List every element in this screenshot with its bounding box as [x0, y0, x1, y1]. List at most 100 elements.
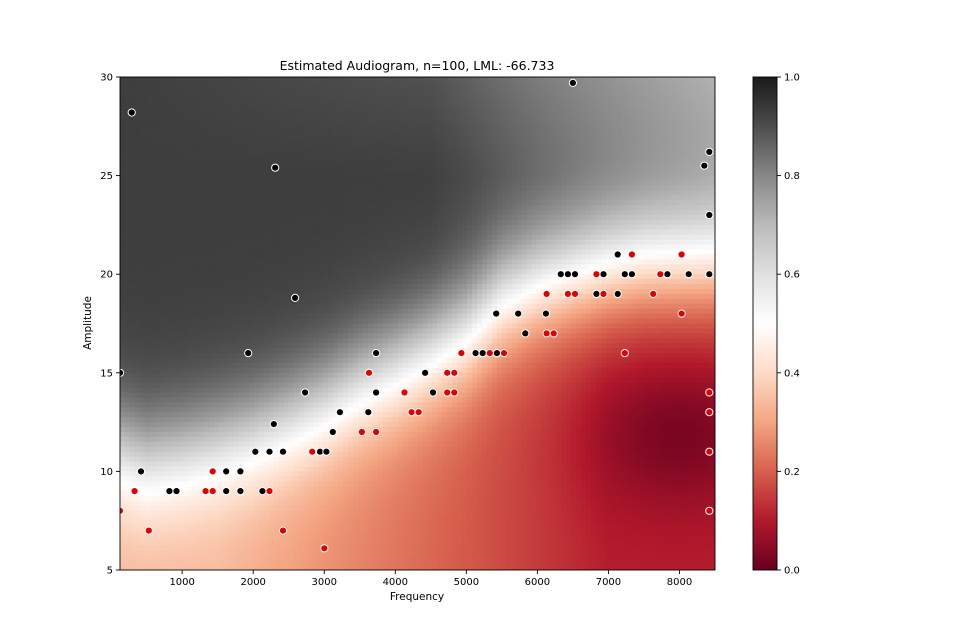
heatmap-cell	[184, 219, 191, 226]
heatmap-cell	[154, 397, 161, 403]
heatmap-cell	[169, 318, 176, 325]
heatmap-cell	[209, 229, 215, 236]
heatmap-cell	[224, 126, 230, 132]
heatmap-cell	[239, 353, 245, 359]
heatmap-cell	[303, 476, 310, 482]
heatmap-cell	[308, 303, 314, 310]
heatmap-cell	[353, 476, 359, 482]
heatmap-cell	[154, 195, 161, 201]
heatmap-cell	[209, 298, 215, 305]
heatmap-cell	[338, 150, 344, 157]
heatmap-cell	[328, 565, 334, 570]
heatmap-cell	[268, 333, 275, 339]
heatmap-cell	[219, 190, 225, 196]
heatmap-cell	[328, 500, 334, 507]
heatmap-cell	[159, 81, 166, 88]
heatmap-cell	[224, 555, 230, 561]
heatmap-cell	[199, 86, 205, 93]
heatmap-cell	[288, 515, 295, 522]
heatmap-cell	[288, 353, 295, 359]
heatmap-cell	[353, 293, 359, 300]
heatmap-cell	[278, 397, 285, 403]
heatmap-cell	[164, 555, 171, 561]
heatmap-cell	[124, 431, 131, 438]
heatmap-cell	[308, 244, 314, 251]
heatmap-cell	[278, 224, 285, 231]
heatmap-cell	[209, 244, 215, 251]
heatmap-cell	[303, 288, 310, 295]
heatmap-cell	[348, 274, 354, 280]
heatmap-cell	[204, 121, 210, 127]
heatmap-cell	[169, 269, 176, 275]
heatmap-cell	[358, 116, 364, 122]
heatmap-cell	[219, 481, 225, 487]
heatmap-cell	[293, 338, 300, 344]
heatmap-cell	[194, 436, 200, 443]
heatmap-cell	[204, 338, 210, 344]
heatmap-cell	[343, 520, 349, 527]
heatmap-cell	[333, 126, 339, 132]
heatmap-cell	[159, 269, 166, 275]
heatmap-cell	[149, 96, 156, 103]
heatmap-cell	[204, 131, 210, 137]
heatmap-cell	[199, 200, 205, 206]
heatmap-cell	[209, 441, 215, 448]
heatmap-cell	[229, 101, 235, 108]
heatmap-cell	[204, 150, 210, 157]
heatmap-cell	[234, 436, 240, 443]
heatmap-cell	[159, 367, 166, 374]
heatmap-cell	[313, 86, 319, 93]
heatmap-cell	[353, 367, 359, 374]
heatmap-cell	[120, 234, 126, 241]
heatmap-cell	[139, 367, 146, 374]
heatmap-cell	[258, 165, 265, 172]
heatmap-cell	[184, 303, 191, 310]
heatmap-cell	[199, 491, 205, 497]
heatmap-cell	[288, 505, 295, 512]
heatmap-cell	[303, 382, 310, 389]
heatmap-cell	[209, 210, 215, 216]
heatmap-cell	[120, 560, 126, 566]
heatmap-cell	[273, 451, 280, 458]
heatmap-cell	[124, 126, 131, 132]
heatmap-cell	[358, 165, 364, 172]
heatmap-cell	[189, 402, 195, 408]
heatmap-cell	[248, 505, 255, 512]
heatmap-cell	[313, 298, 319, 305]
heatmap-cell	[120, 412, 126, 418]
heatmap-cell	[169, 466, 176, 472]
heatmap-cell	[338, 565, 344, 570]
heatmap-cell	[129, 264, 136, 270]
heatmap-cell	[154, 358, 161, 364]
heatmap-cell	[343, 86, 349, 93]
heatmap-cell	[268, 111, 275, 118]
heatmap-cell	[353, 284, 359, 290]
heatmap-cell	[328, 353, 334, 359]
heatmap-cell	[204, 505, 210, 512]
heatmap-cell	[149, 436, 156, 443]
heatmap-cell	[149, 264, 156, 270]
heatmap-cell	[164, 101, 171, 108]
heatmap-cell	[159, 77, 166, 83]
heatmap-cell	[303, 91, 310, 98]
heatmap-cell	[343, 146, 349, 152]
heatmap-cell	[199, 372, 205, 379]
heatmap-cell	[308, 254, 314, 261]
heatmap-cell	[214, 486, 220, 492]
heatmap-cell	[164, 525, 171, 532]
heatmap-cell	[154, 131, 161, 137]
heatmap-cell	[194, 481, 200, 487]
heatmap-cell	[164, 510, 171, 517]
heatmap-cell	[214, 254, 220, 261]
heatmap-cell	[214, 510, 220, 517]
heatmap-cell	[273, 427, 280, 433]
heatmap-cell	[298, 210, 305, 216]
heatmap-cell	[179, 377, 186, 384]
heatmap-cell	[219, 545, 225, 551]
heatmap-cell	[239, 496, 245, 502]
heatmap-cell	[224, 343, 230, 349]
heatmap-cell	[139, 446, 146, 453]
heatmap-cell	[239, 338, 245, 344]
heatmap-cell	[313, 555, 319, 561]
heatmap-cell	[333, 146, 339, 152]
